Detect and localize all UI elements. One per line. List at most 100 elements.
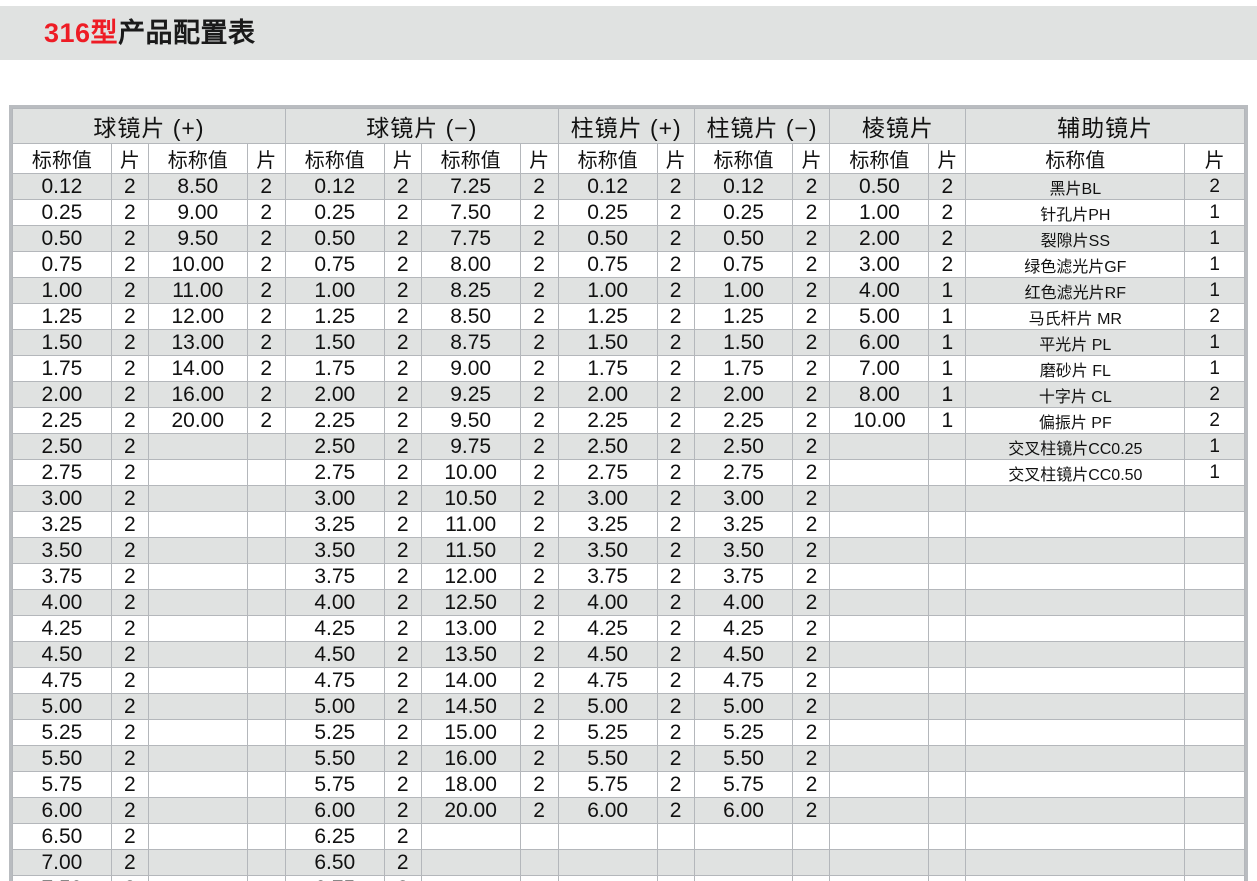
prism-qty: 1 bbox=[928, 407, 967, 434]
prism-value bbox=[829, 485, 930, 512]
sph_plus_a-value: 3.75 bbox=[12, 563, 112, 590]
sph_minus_b-value: 14.00 bbox=[420, 667, 521, 694]
sub-header-10: 标称值 bbox=[693, 143, 794, 174]
sph_minus_b-value: 8.50 bbox=[420, 303, 521, 330]
sph_minus_a-qty: 2 bbox=[383, 875, 422, 881]
sph_minus_a-value: 3.25 bbox=[284, 511, 385, 538]
cyl_minus-value: 0.12 bbox=[693, 173, 794, 200]
page-title-bar: 316型产品配置表 bbox=[0, 6, 1257, 60]
sph_minus_a-value: 3.00 bbox=[284, 485, 385, 512]
sph_minus_a-qty: 2 bbox=[383, 589, 422, 616]
cyl_plus-value: 0.12 bbox=[557, 173, 658, 200]
sph_minus_b-value: 10.00 bbox=[420, 459, 521, 486]
cyl_minus-value: 3.25 bbox=[693, 511, 794, 538]
sph_plus_b-qty: 2 bbox=[246, 277, 286, 304]
sph_minus_b-qty: 2 bbox=[519, 381, 559, 408]
sph_minus_b-value: 12.00 bbox=[420, 563, 521, 590]
sph_plus_b-value bbox=[147, 875, 248, 881]
group-header-1: 球镜片 (−) bbox=[284, 108, 559, 144]
prism-value: 0.50 bbox=[829, 173, 930, 200]
auxiliary-value bbox=[965, 823, 1186, 850]
cyl_plus-value: 4.50 bbox=[557, 641, 658, 668]
prism-qty bbox=[928, 485, 967, 512]
sph_plus_b-qty: 2 bbox=[246, 381, 286, 408]
sph_minus_b-qty bbox=[519, 823, 559, 850]
cyl_minus-value: 3.00 bbox=[693, 485, 794, 512]
auxiliary-qty bbox=[1184, 589, 1245, 616]
sph_minus_b-value: 11.00 bbox=[420, 511, 521, 538]
sph_plus_b-qty bbox=[246, 693, 286, 720]
sph_plus_b-qty bbox=[246, 849, 286, 876]
sph_plus_a-qty: 2 bbox=[110, 823, 149, 850]
sph_minus_a-value: 2.50 bbox=[284, 433, 385, 460]
sub-header-6: 标称值 bbox=[420, 143, 521, 174]
sph_minus_b-qty bbox=[519, 875, 559, 881]
sph_minus_b-qty: 2 bbox=[519, 719, 559, 746]
cyl_minus-qty bbox=[792, 875, 831, 881]
sph_minus_a-value: 2.00 bbox=[284, 381, 385, 408]
sph_plus_b-value bbox=[147, 641, 248, 668]
table-row: 2.00 2 16.00 2 2.00 2 9.25 2 2.00 2 2.00 2 8.00 1 十字片 … bbox=[12, 381, 1245, 408]
sph_minus_b-qty: 2 bbox=[519, 355, 559, 382]
sph_plus_b-value bbox=[147, 771, 248, 798]
prism-value bbox=[829, 875, 930, 881]
prism-qty bbox=[928, 667, 967, 694]
sph_minus_b-value: 7.75 bbox=[420, 225, 521, 252]
sph_minus_a-value: 3.50 bbox=[284, 537, 385, 564]
auxiliary-value bbox=[965, 641, 1186, 668]
cyl_plus-qty: 2 bbox=[656, 303, 695, 330]
prism-qty: 1 bbox=[928, 329, 967, 356]
sph_minus_b-qty: 2 bbox=[519, 407, 559, 434]
sph_plus_b-qty bbox=[246, 797, 286, 824]
auxiliary-qty bbox=[1184, 563, 1245, 590]
table-body: 0.12 2 8.50 2 0.12 2 7.25 2 0.12 2 0.12 2 0.50 2 黑片BL 2… bbox=[12, 173, 1245, 881]
table-row: 5.00 2 5.00 2 14.50 2 5.00 2 5.00 2 bbox=[12, 693, 1245, 720]
auxiliary-value: 平光片 PL bbox=[965, 329, 1186, 356]
auxiliary-value bbox=[965, 797, 1186, 824]
prism-value bbox=[829, 693, 930, 720]
auxiliary-qty bbox=[1184, 745, 1245, 772]
cyl_minus-qty: 2 bbox=[792, 485, 831, 512]
sph_minus_a-value: 6.50 bbox=[284, 849, 385, 876]
auxiliary-qty: 2 bbox=[1184, 303, 1245, 330]
cyl_minus-value bbox=[693, 823, 794, 850]
auxiliary-value bbox=[965, 693, 1186, 720]
sph_plus_a-qty: 2 bbox=[110, 407, 149, 434]
group-header-2: 柱镜片 (+) bbox=[557, 108, 695, 144]
sph_minus_a-qty: 2 bbox=[383, 641, 422, 668]
sph_plus_a-value: 4.50 bbox=[12, 641, 112, 668]
sph_plus_b-qty: 2 bbox=[246, 225, 286, 252]
sph_plus_a-value: 6.00 bbox=[12, 797, 112, 824]
prism-qty bbox=[928, 771, 967, 798]
sph_minus_b-qty: 2 bbox=[519, 563, 559, 590]
prism-value bbox=[829, 745, 930, 772]
sph_plus_b-qty bbox=[246, 771, 286, 798]
sph_plus_a-qty: 2 bbox=[110, 459, 149, 486]
sph_minus_b-value: 11.50 bbox=[420, 537, 521, 564]
cyl_plus-qty: 2 bbox=[656, 667, 695, 694]
cyl_minus-qty bbox=[792, 849, 831, 876]
sph_minus_a-qty: 2 bbox=[383, 381, 422, 408]
prism-qty bbox=[928, 459, 967, 486]
sph_minus_a-value: 0.75 bbox=[284, 251, 385, 278]
sph_minus_b-qty: 2 bbox=[519, 511, 559, 538]
table-row: 4.75 2 4.75 2 14.00 2 4.75 2 4.75 2 bbox=[12, 667, 1245, 694]
cyl_minus-value: 4.50 bbox=[693, 641, 794, 668]
sub-header-2: 标称值 bbox=[147, 143, 248, 174]
cyl_minus-qty: 2 bbox=[792, 667, 831, 694]
sph_minus_a-qty: 2 bbox=[383, 745, 422, 772]
cyl_minus-value: 3.50 bbox=[693, 537, 794, 564]
group-header-4: 棱镜片 bbox=[829, 108, 967, 144]
sph_plus_b-value: 14.00 bbox=[147, 355, 248, 382]
sph_plus_b-qty bbox=[246, 719, 286, 746]
sph_minus_b-qty: 2 bbox=[519, 329, 559, 356]
cyl_minus-value: 1.00 bbox=[693, 277, 794, 304]
sph_plus_b-value bbox=[147, 667, 248, 694]
auxiliary-qty: 1 bbox=[1184, 355, 1245, 382]
sph_minus_a-qty: 2 bbox=[383, 251, 422, 278]
cyl_minus-qty: 2 bbox=[792, 329, 831, 356]
sph_plus_b-value bbox=[147, 485, 248, 512]
sph_plus_b-value bbox=[147, 433, 248, 460]
sph_plus_a-value: 5.75 bbox=[12, 771, 112, 798]
sph_plus_a-qty: 2 bbox=[110, 433, 149, 460]
